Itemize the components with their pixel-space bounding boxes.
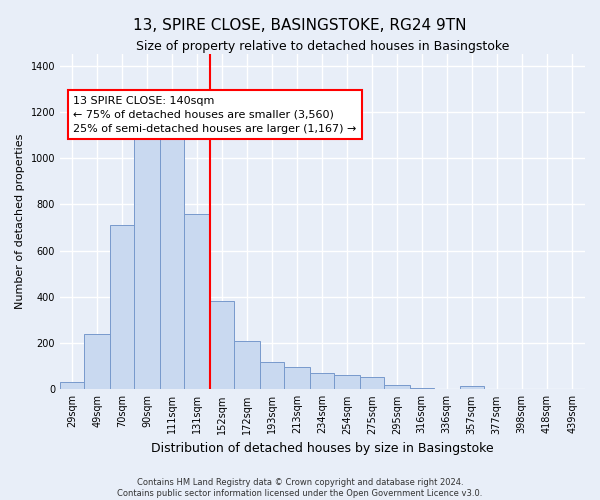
Bar [334,376,359,390]
X-axis label: Distribution of detached houses by size in Basingstoke: Distribution of detached houses by size … [151,442,494,455]
Text: Contains HM Land Registry data © Crown copyright and database right 2024.
Contai: Contains HM Land Registry data © Crown c… [118,478,482,498]
Bar [85,334,110,390]
Text: 13 SPIRE CLOSE: 140sqm
← 75% of detached houses are smaller (3,560)
25% of semi-: 13 SPIRE CLOSE: 140sqm ← 75% of detached… [73,96,357,134]
Bar [384,384,410,390]
Bar [460,386,484,390]
Bar [410,388,434,390]
Bar [60,382,85,390]
Y-axis label: Number of detached properties: Number of detached properties [15,134,25,310]
Bar [210,302,234,390]
Bar [160,133,184,390]
Bar [184,214,210,390]
Bar [260,362,284,390]
Text: 13, SPIRE CLOSE, BASINGSTOKE, RG24 9TN: 13, SPIRE CLOSE, BASINGSTOKE, RG24 9TN [133,18,467,32]
Bar [359,376,384,390]
Bar [310,373,334,390]
Title: Size of property relative to detached houses in Basingstoke: Size of property relative to detached ho… [136,40,509,53]
Bar [284,368,310,390]
Bar [234,341,260,390]
Bar [134,133,160,390]
Bar [110,225,134,390]
